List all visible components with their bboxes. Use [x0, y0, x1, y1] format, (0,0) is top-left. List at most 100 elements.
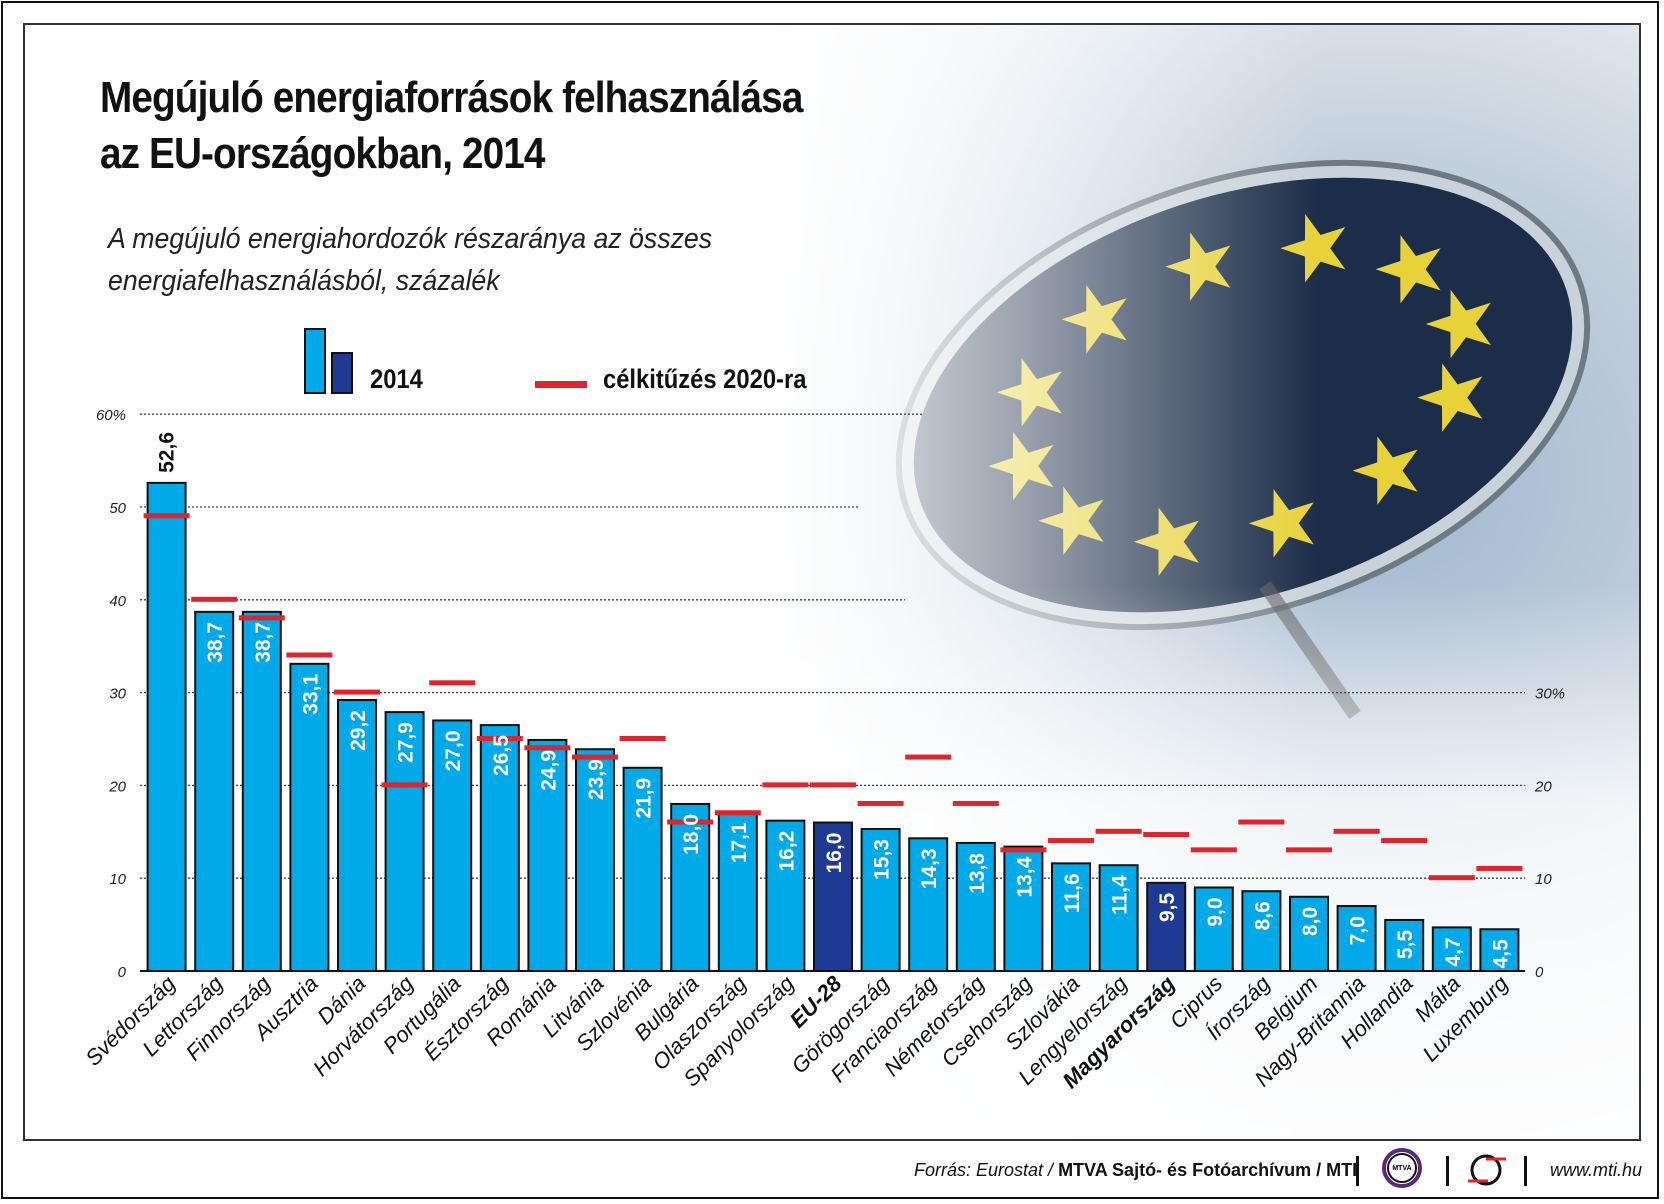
- target-marker: [143, 513, 190, 519]
- target-marker: [1428, 875, 1475, 881]
- y-tick-left: 30: [109, 686, 126, 703]
- value-label: 9,5: [1156, 893, 1179, 923]
- source-agency: MTVA Sajtó- és Fotóarchívum / MTI: [1058, 1160, 1358, 1180]
- bar: [1289, 895, 1329, 973]
- value-label: 13,4: [1013, 856, 1036, 897]
- chart-subtitle: A megújuló energiahordozók részaránya az…: [108, 218, 712, 302]
- target-marker: [1048, 838, 1094, 844]
- source-prefix: Forrás: Eurostat /: [914, 1160, 1054, 1180]
- value-label: 15,3: [871, 839, 894, 880]
- bar: [1003, 845, 1044, 973]
- target-marker: [1000, 847, 1047, 853]
- value-label: 38,7: [204, 622, 227, 663]
- value-label: 11,4: [1109, 875, 1132, 915]
- target-marker: [1333, 828, 1380, 834]
- y-tick-right: 0: [1535, 964, 1544, 981]
- bar: [432, 719, 473, 972]
- legend-target-swatch: [535, 381, 587, 388]
- legend-label-target: célkitűzés 2020-ra: [603, 364, 807, 394]
- value-label: 9,0: [1204, 897, 1227, 926]
- value-label: 18,0: [680, 814, 703, 855]
- value-label: 4,5: [1489, 939, 1512, 969]
- y-tick-right: 10: [1535, 871, 1552, 888]
- value-label: 16,0: [823, 833, 846, 874]
- target-marker: [857, 800, 904, 806]
- bar: [717, 811, 758, 973]
- target-marker: [714, 810, 761, 816]
- divider: [1524, 1156, 1527, 1186]
- target-marker: [334, 689, 380, 695]
- legend-swatch-light: [304, 328, 326, 394]
- source-text: Forrás: Eurostat / MTVA Sajtó- és Fotóar…: [914, 1160, 1357, 1181]
- target-marker: [476, 736, 523, 741]
- value-label: 21,9: [633, 778, 656, 819]
- value-label: 33,1: [299, 674, 322, 715]
- target-marker: [1095, 828, 1142, 834]
- bar: [860, 828, 901, 972]
- bar: [241, 610, 282, 972]
- subtitle-line-2: energiafelhasználásból, százalék: [108, 265, 500, 297]
- target-marker: [905, 754, 952, 760]
- target-marker: [762, 782, 809, 788]
- y-tick-left: 20: [108, 778, 126, 795]
- bar: [765, 819, 806, 972]
- mtva-logo: MTVA: [1382, 1148, 1422, 1188]
- value-label: 24,9: [537, 750, 560, 791]
- value-label: 27,9: [395, 722, 418, 763]
- value-label: 7,0: [1347, 916, 1370, 945]
- bar: [1479, 928, 1520, 972]
- target-marker: [1143, 832, 1190, 838]
- value-label: 16,2: [775, 831, 798, 872]
- y-tick-left: 40: [109, 593, 126, 610]
- value-label: 52,6: [156, 432, 179, 473]
- target-marker: [381, 782, 428, 788]
- value-label: 5,5: [1394, 930, 1417, 960]
- bar: [1193, 886, 1234, 972]
- bar: [1431, 926, 1472, 972]
- bar: [908, 837, 949, 973]
- divider: [1446, 1156, 1449, 1186]
- subtitle-line-1: A megújuló energiahordozók részaránya az…: [108, 223, 713, 255]
- y-tick-left: 60%: [96, 407, 126, 424]
- y-tick-left: 0: [118, 964, 127, 981]
- website-url: www.mti.hu: [1550, 1160, 1643, 1180]
- value-label: 8,0: [1299, 907, 1322, 936]
- target-marker: [572, 754, 618, 760]
- value-label: 29,2: [347, 710, 370, 751]
- target-marker: [810, 782, 856, 788]
- value-label: 17,1: [728, 822, 751, 863]
- value-label: 11,6: [1061, 873, 1084, 913]
- value-label: 38,7: [252, 622, 275, 663]
- target-marker: [429, 680, 476, 686]
- target-marker: [238, 615, 285, 621]
- bar: [670, 802, 711, 973]
- bar: [1146, 881, 1187, 973]
- bar: [194, 610, 235, 972]
- legend-label-2014: 2014: [370, 364, 423, 394]
- target-marker: [667, 819, 714, 825]
- value-label: 8,6: [1251, 901, 1274, 930]
- value-label: 4,7: [1442, 937, 1465, 966]
- title-line-1: Megújuló energiaforrások felhasználása: [100, 73, 803, 122]
- value-label: 23,9: [585, 759, 608, 800]
- value-label: 13,8: [966, 853, 989, 894]
- y-tick-right: 30%: [1535, 686, 1565, 703]
- bar: [1384, 918, 1425, 973]
- target-marker: [1238, 819, 1285, 825]
- bar: [289, 662, 330, 972]
- bar: [1051, 862, 1091, 972]
- target-marker: [1286, 847, 1332, 853]
- y-tick-left: 10: [109, 871, 126, 888]
- y-tick-right: 20: [1534, 778, 1552, 795]
- bar: [575, 748, 615, 973]
- target-marker: [1190, 847, 1237, 853]
- bar: [384, 711, 425, 972]
- chart-title: Megújuló energiaforrások felhasználása a…: [100, 70, 803, 182]
- target-marker: [1476, 865, 1523, 871]
- target-marker: [1381, 838, 1428, 844]
- y-tick-left: 50: [109, 500, 126, 517]
- value-label: 14,3: [918, 848, 941, 889]
- legend-swatch-dark: [331, 352, 353, 394]
